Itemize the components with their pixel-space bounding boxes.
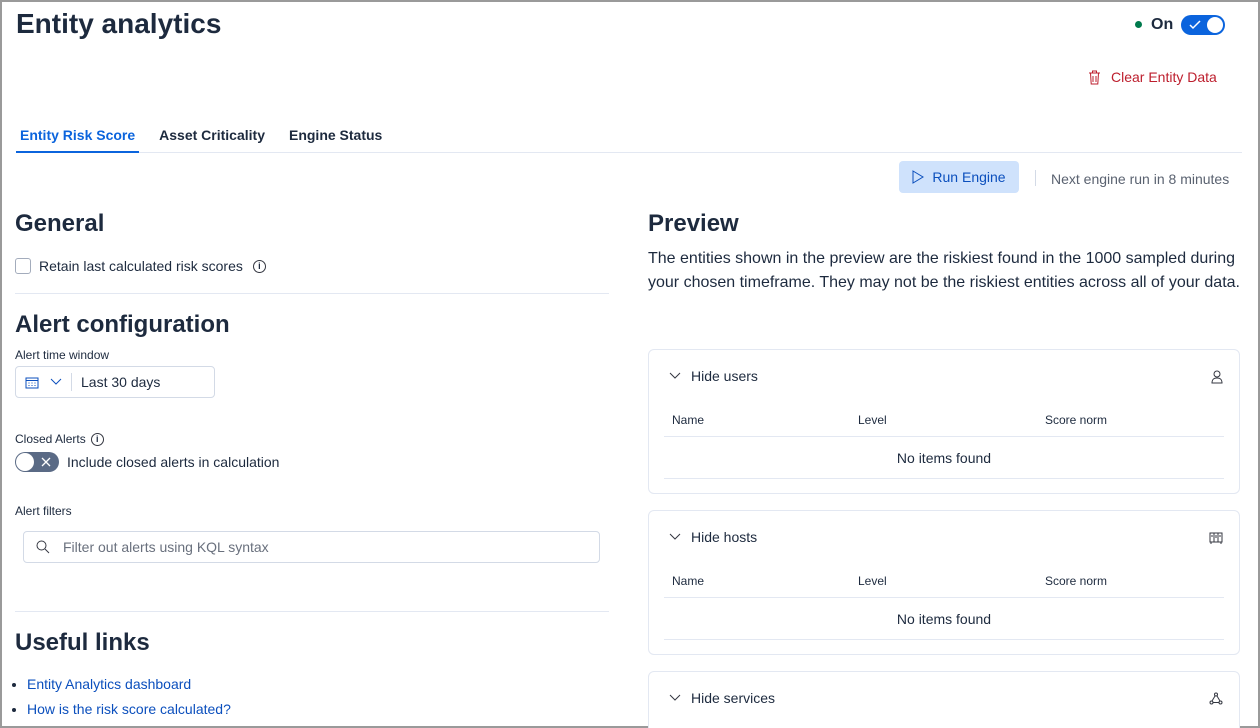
general-heading: General [15, 210, 105, 237]
chevron-down-icon[interactable] [50, 378, 62, 386]
alert-config-heading: Alert configuration [15, 311, 230, 338]
cross-icon [41, 457, 51, 467]
storage-icon [1209, 531, 1223, 549]
tabs: Entity Risk Score Asset Criticality Engi… [16, 122, 1242, 153]
divider [1035, 170, 1036, 186]
panel-toggle[interactable]: Hide users [669, 368, 758, 384]
column-header[interactable]: Name [672, 413, 705, 427]
graph-icon [1209, 692, 1223, 710]
info-icon[interactable]: i [90, 432, 104, 446]
preview-panel: Hide hosts Name Level Score norm No items fo… [648, 510, 1240, 655]
useful-links-heading: Useful links [15, 629, 150, 656]
time-window-value: Last 30 days [81, 374, 161, 390]
panel-toggle[interactable]: Hide services [669, 690, 775, 706]
list-item: How is the risk score calculated? [27, 697, 231, 722]
next-run-text: Next engine run in 8 minutes [1051, 171, 1230, 187]
list-item: Entity Analytics dashboard [27, 672, 231, 697]
column-header[interactable]: Score norm [1045, 413, 1108, 427]
column-header[interactable]: Score norm [1045, 574, 1108, 588]
divider [15, 611, 609, 612]
closed-alerts-switch-label: Include closed alerts in calculation [67, 454, 280, 470]
table-header: Name Level Score norm [664, 410, 1224, 437]
retain-scores-checkbox[interactable] [15, 258, 31, 274]
empty-message: No items found [664, 437, 1224, 479]
chevron-down-icon [669, 694, 681, 701]
preview-heading: Preview [648, 210, 739, 237]
preview-panel: Hide services [648, 671, 1240, 728]
engine-status-label: On [1151, 16, 1174, 33]
alert-filter-search-input[interactable]: Filter out alerts using KQL syntax [23, 531, 600, 563]
retain-scores-checkbox-row: Retain last calculated risk scores i [15, 258, 266, 274]
info-icon[interactable]: i [252, 259, 266, 273]
clear-entity-data-button[interactable]: Clear Entity Data [1088, 69, 1217, 85]
preview-description: The entities shown in the preview are th… [648, 250, 1240, 291]
empty-message: No items found [664, 598, 1224, 640]
useful-links-list: Entity Analytics dashboard How is the ri… [27, 672, 231, 722]
panel-toggle[interactable]: Hide hosts [669, 529, 757, 545]
calendar-icon [25, 377, 39, 388]
tab-entity-risk-score[interactable]: Entity Risk Score [16, 122, 140, 153]
status-dot [1135, 21, 1142, 28]
tab-engine-status[interactable]: Engine Status [288, 127, 383, 143]
column-header[interactable]: Level [858, 413, 887, 427]
play-icon [912, 170, 925, 184]
check-icon [1189, 20, 1201, 30]
run-engine-button[interactable]: Run Engine [899, 161, 1019, 193]
preview-panel: Hide users Name Level Score norm No items fo… [648, 349, 1240, 494]
risk-score-calculation-link[interactable]: How is the risk score calculated? [27, 701, 231, 717]
page-title: Entity analytics [16, 8, 222, 39]
closed-alerts-label: Closed Alerts i [15, 432, 104, 446]
chevron-down-icon [669, 533, 681, 540]
user-icon [1211, 370, 1223, 389]
column-header[interactable]: Level [858, 574, 887, 588]
chevron-down-icon [669, 372, 681, 379]
entity-analytics-dashboard-link[interactable]: Entity Analytics dashboard [27, 676, 192, 692]
table-header: Name Level Score norm [664, 571, 1224, 598]
column-header[interactable]: Name [672, 574, 705, 588]
divider [15, 293, 609, 294]
time-window-label: Alert time window [15, 348, 110, 362]
engine-toggle[interactable] [1181, 15, 1225, 35]
tab-asset-criticality[interactable]: Asset Criticality [159, 127, 265, 143]
alert-filters-label: Alert filters [15, 504, 72, 518]
alert-time-window-picker[interactable]: Last 30 days [15, 366, 215, 398]
search-icon [36, 540, 50, 554]
trash-icon [1089, 70, 1100, 84]
closed-alerts-switch[interactable] [15, 452, 59, 472]
